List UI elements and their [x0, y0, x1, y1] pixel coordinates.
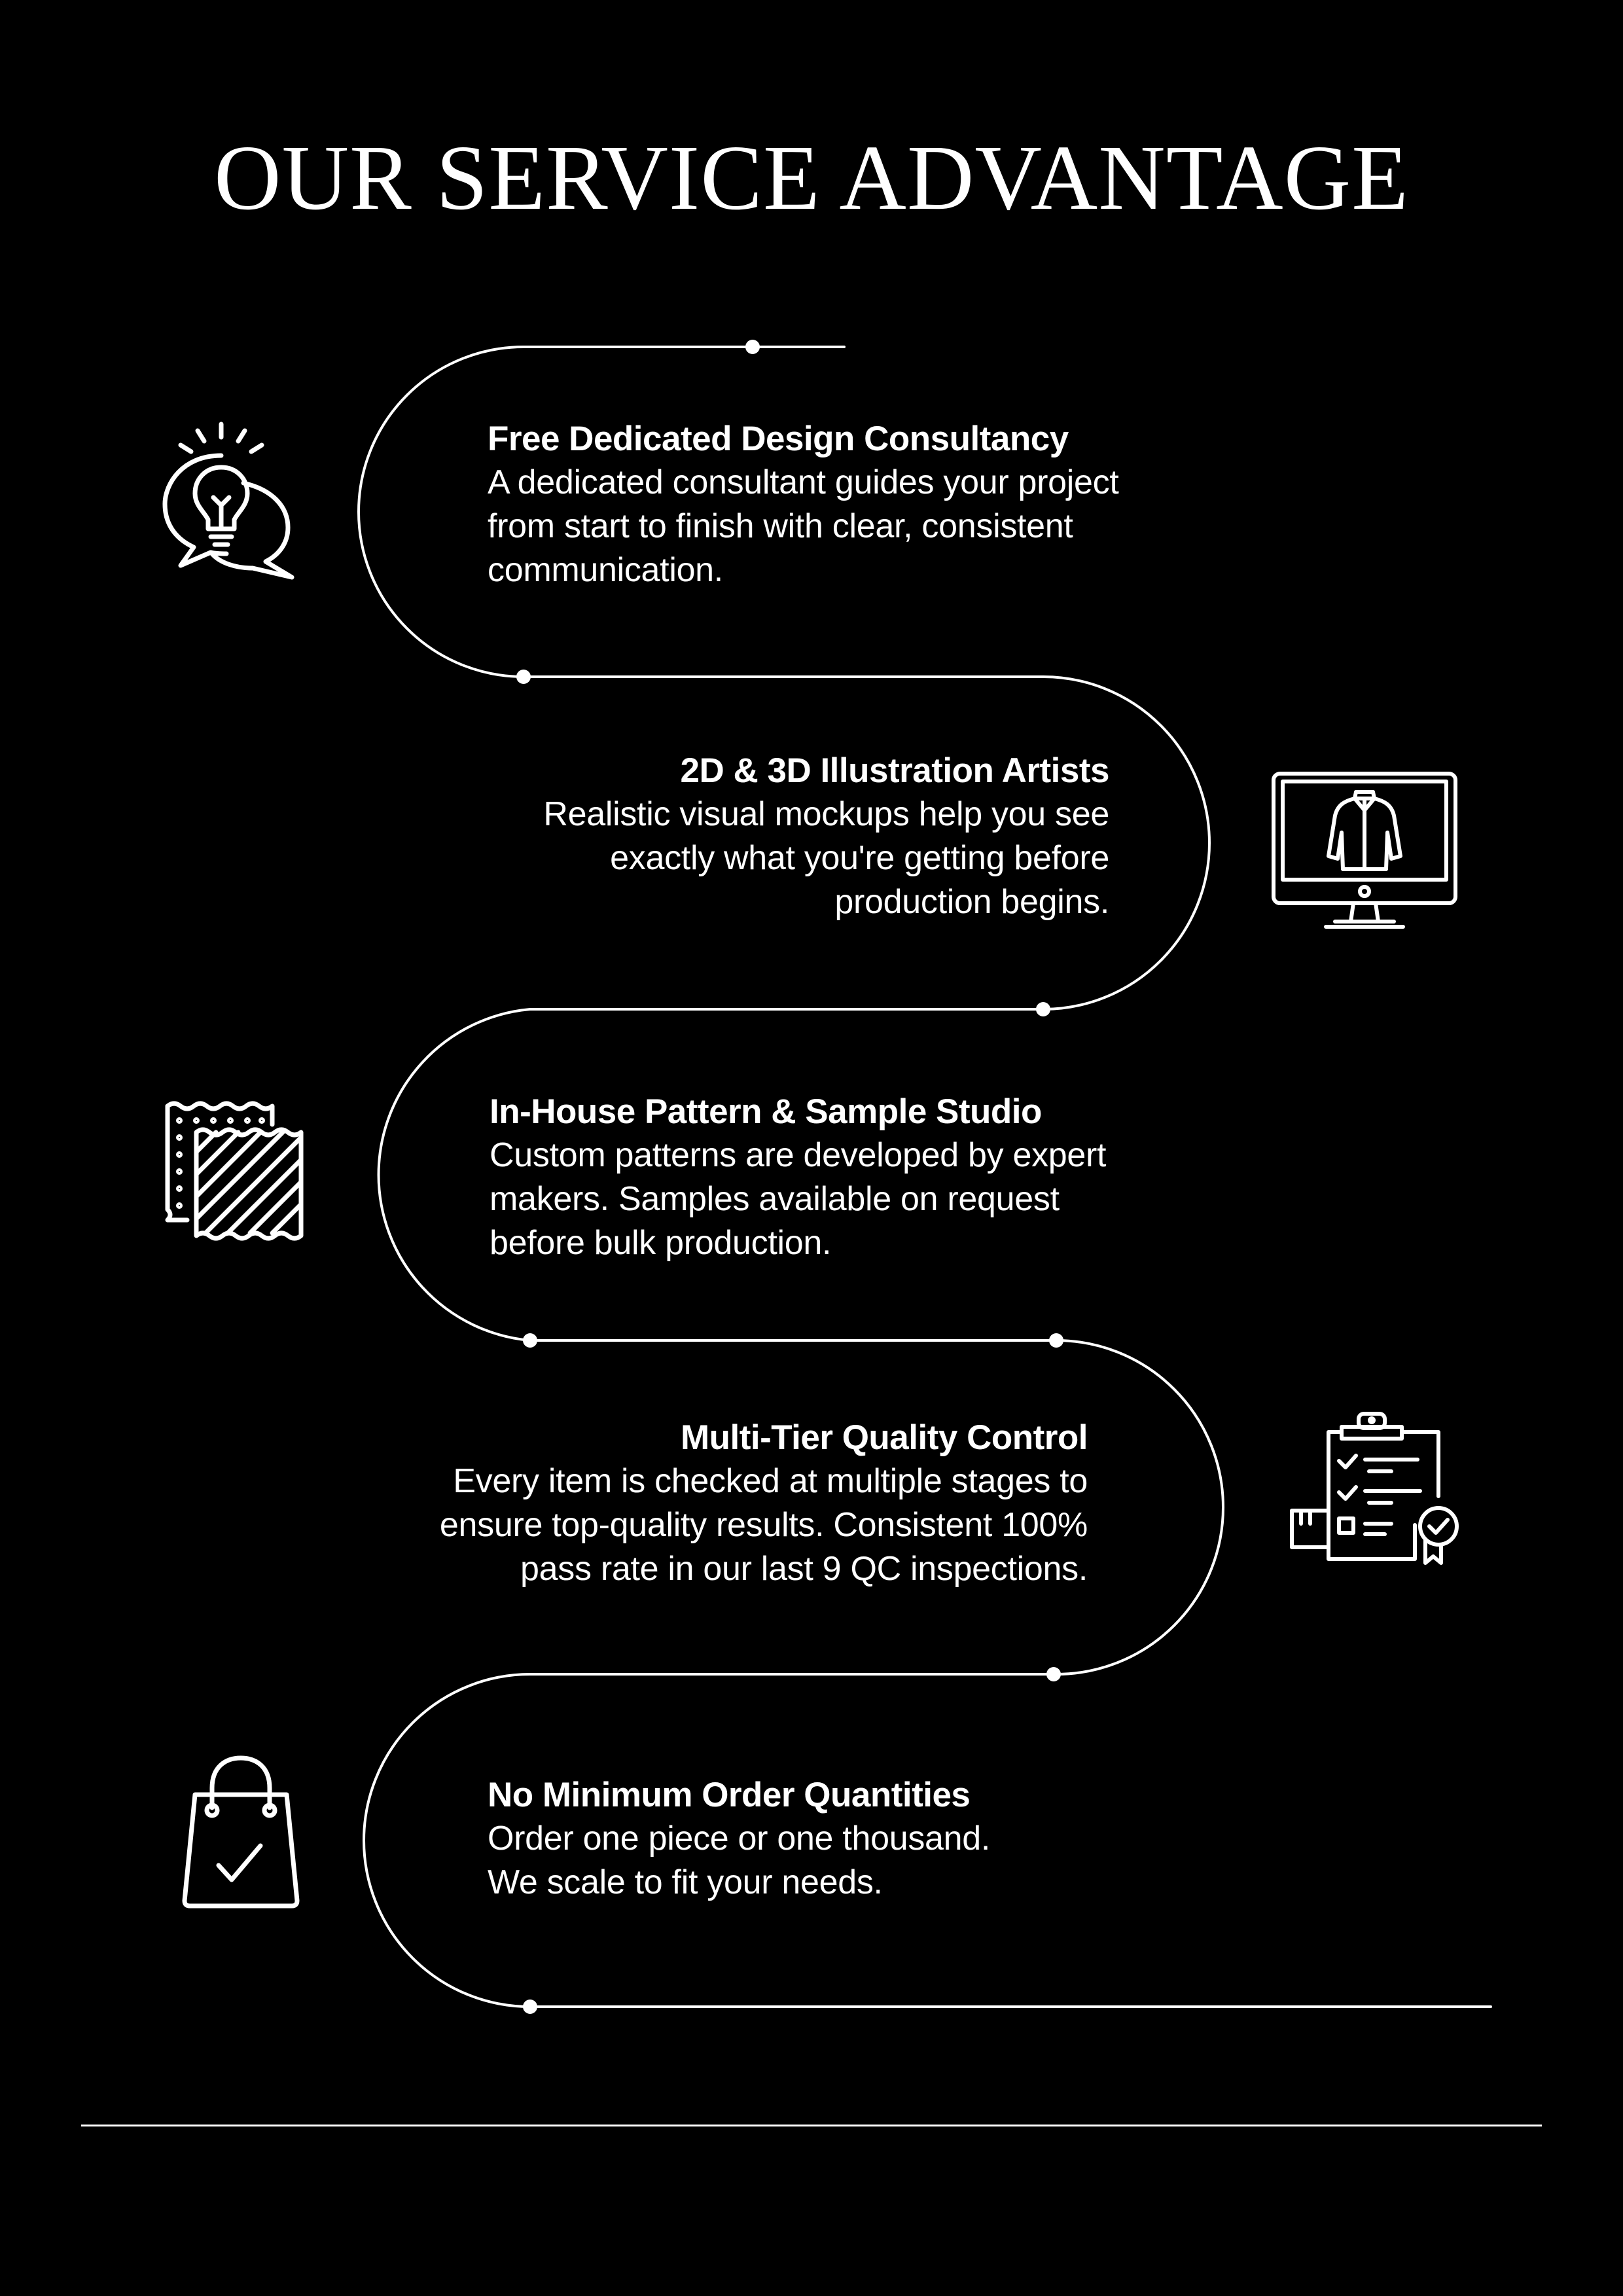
fabric-swatch-icon: [161, 1098, 312, 1249]
item-description-line: makers. Samples available on request: [490, 1180, 1060, 1218]
item-description-line: before bulk production.: [490, 1224, 832, 1262]
timeline-node: [1049, 1333, 1063, 1348]
item-description-line: from start to finish with clear, consist…: [488, 507, 1073, 545]
timeline-node: [516, 670, 531, 684]
item-title: No Minimum Order Quantities: [488, 1776, 971, 1814]
footer-divider: [81, 2125, 1542, 2126]
item-title: 2D & 3D Illustration Artists: [680, 751, 1110, 790]
item-description-line: Realistic visual mockups help you see: [543, 795, 1109, 833]
item-title: Multi-Tier Quality Control: [680, 1418, 1088, 1457]
timeline-node: [745, 340, 760, 354]
item-description-line: Order one piece or one thousand.: [488, 1820, 991, 1857]
service-item-illustration-artists: 2D & 3D Illustration Artists Realistic v…: [429, 749, 1109, 924]
item-description-line: A dedicated consultant guides your proje…: [488, 463, 1119, 501]
item-description-line: ensure top-quality results. Consistent 1…: [439, 1506, 1088, 1544]
item-description-line: Custom patterns are developed by expert: [490, 1136, 1107, 1174]
service-item-no-minimum-order: No Minimum Order Quantities Order one pi…: [488, 1774, 1168, 1905]
item-description-line: We scale to fit your needs.: [488, 1863, 883, 1901]
timeline-node: [523, 2000, 537, 2014]
service-item-quality-control: Multi-Tier Quality Control Every item is…: [407, 1416, 1088, 1591]
item-description-line: exactly what you're getting before: [610, 839, 1109, 877]
item-title: In-House Pattern & Sample Studio: [490, 1092, 1042, 1131]
page-title: OUR SERVICE ADVANTAGE: [214, 126, 1409, 229]
service-item-pattern-sample-studio: In-House Pattern & Sample Studio Custom …: [490, 1090, 1170, 1265]
clipboard-checklist-icon: [1287, 1408, 1463, 1572]
item-description-line: production begins.: [834, 883, 1109, 921]
timeline-node: [523, 1333, 537, 1348]
service-item-design-consultancy: Free Dedicated Design Consultancy A dedi…: [488, 418, 1168, 592]
monitor-jacket-icon: [1270, 770, 1459, 933]
item-description-line: pass rate in our last 9 QC inspections.: [520, 1550, 1088, 1588]
item-title: Free Dedicated Design Consultancy: [488, 420, 1069, 458]
timeline-node: [1036, 1002, 1050, 1016]
item-description-line: Every item is checked at multiple stages…: [453, 1462, 1088, 1500]
item-description-line: communication.: [488, 551, 723, 589]
timeline-node: [1046, 1667, 1061, 1681]
shopping-bag-check-icon: [175, 1754, 306, 1911]
lightbulb-speech-bubble-icon: [157, 419, 308, 583]
